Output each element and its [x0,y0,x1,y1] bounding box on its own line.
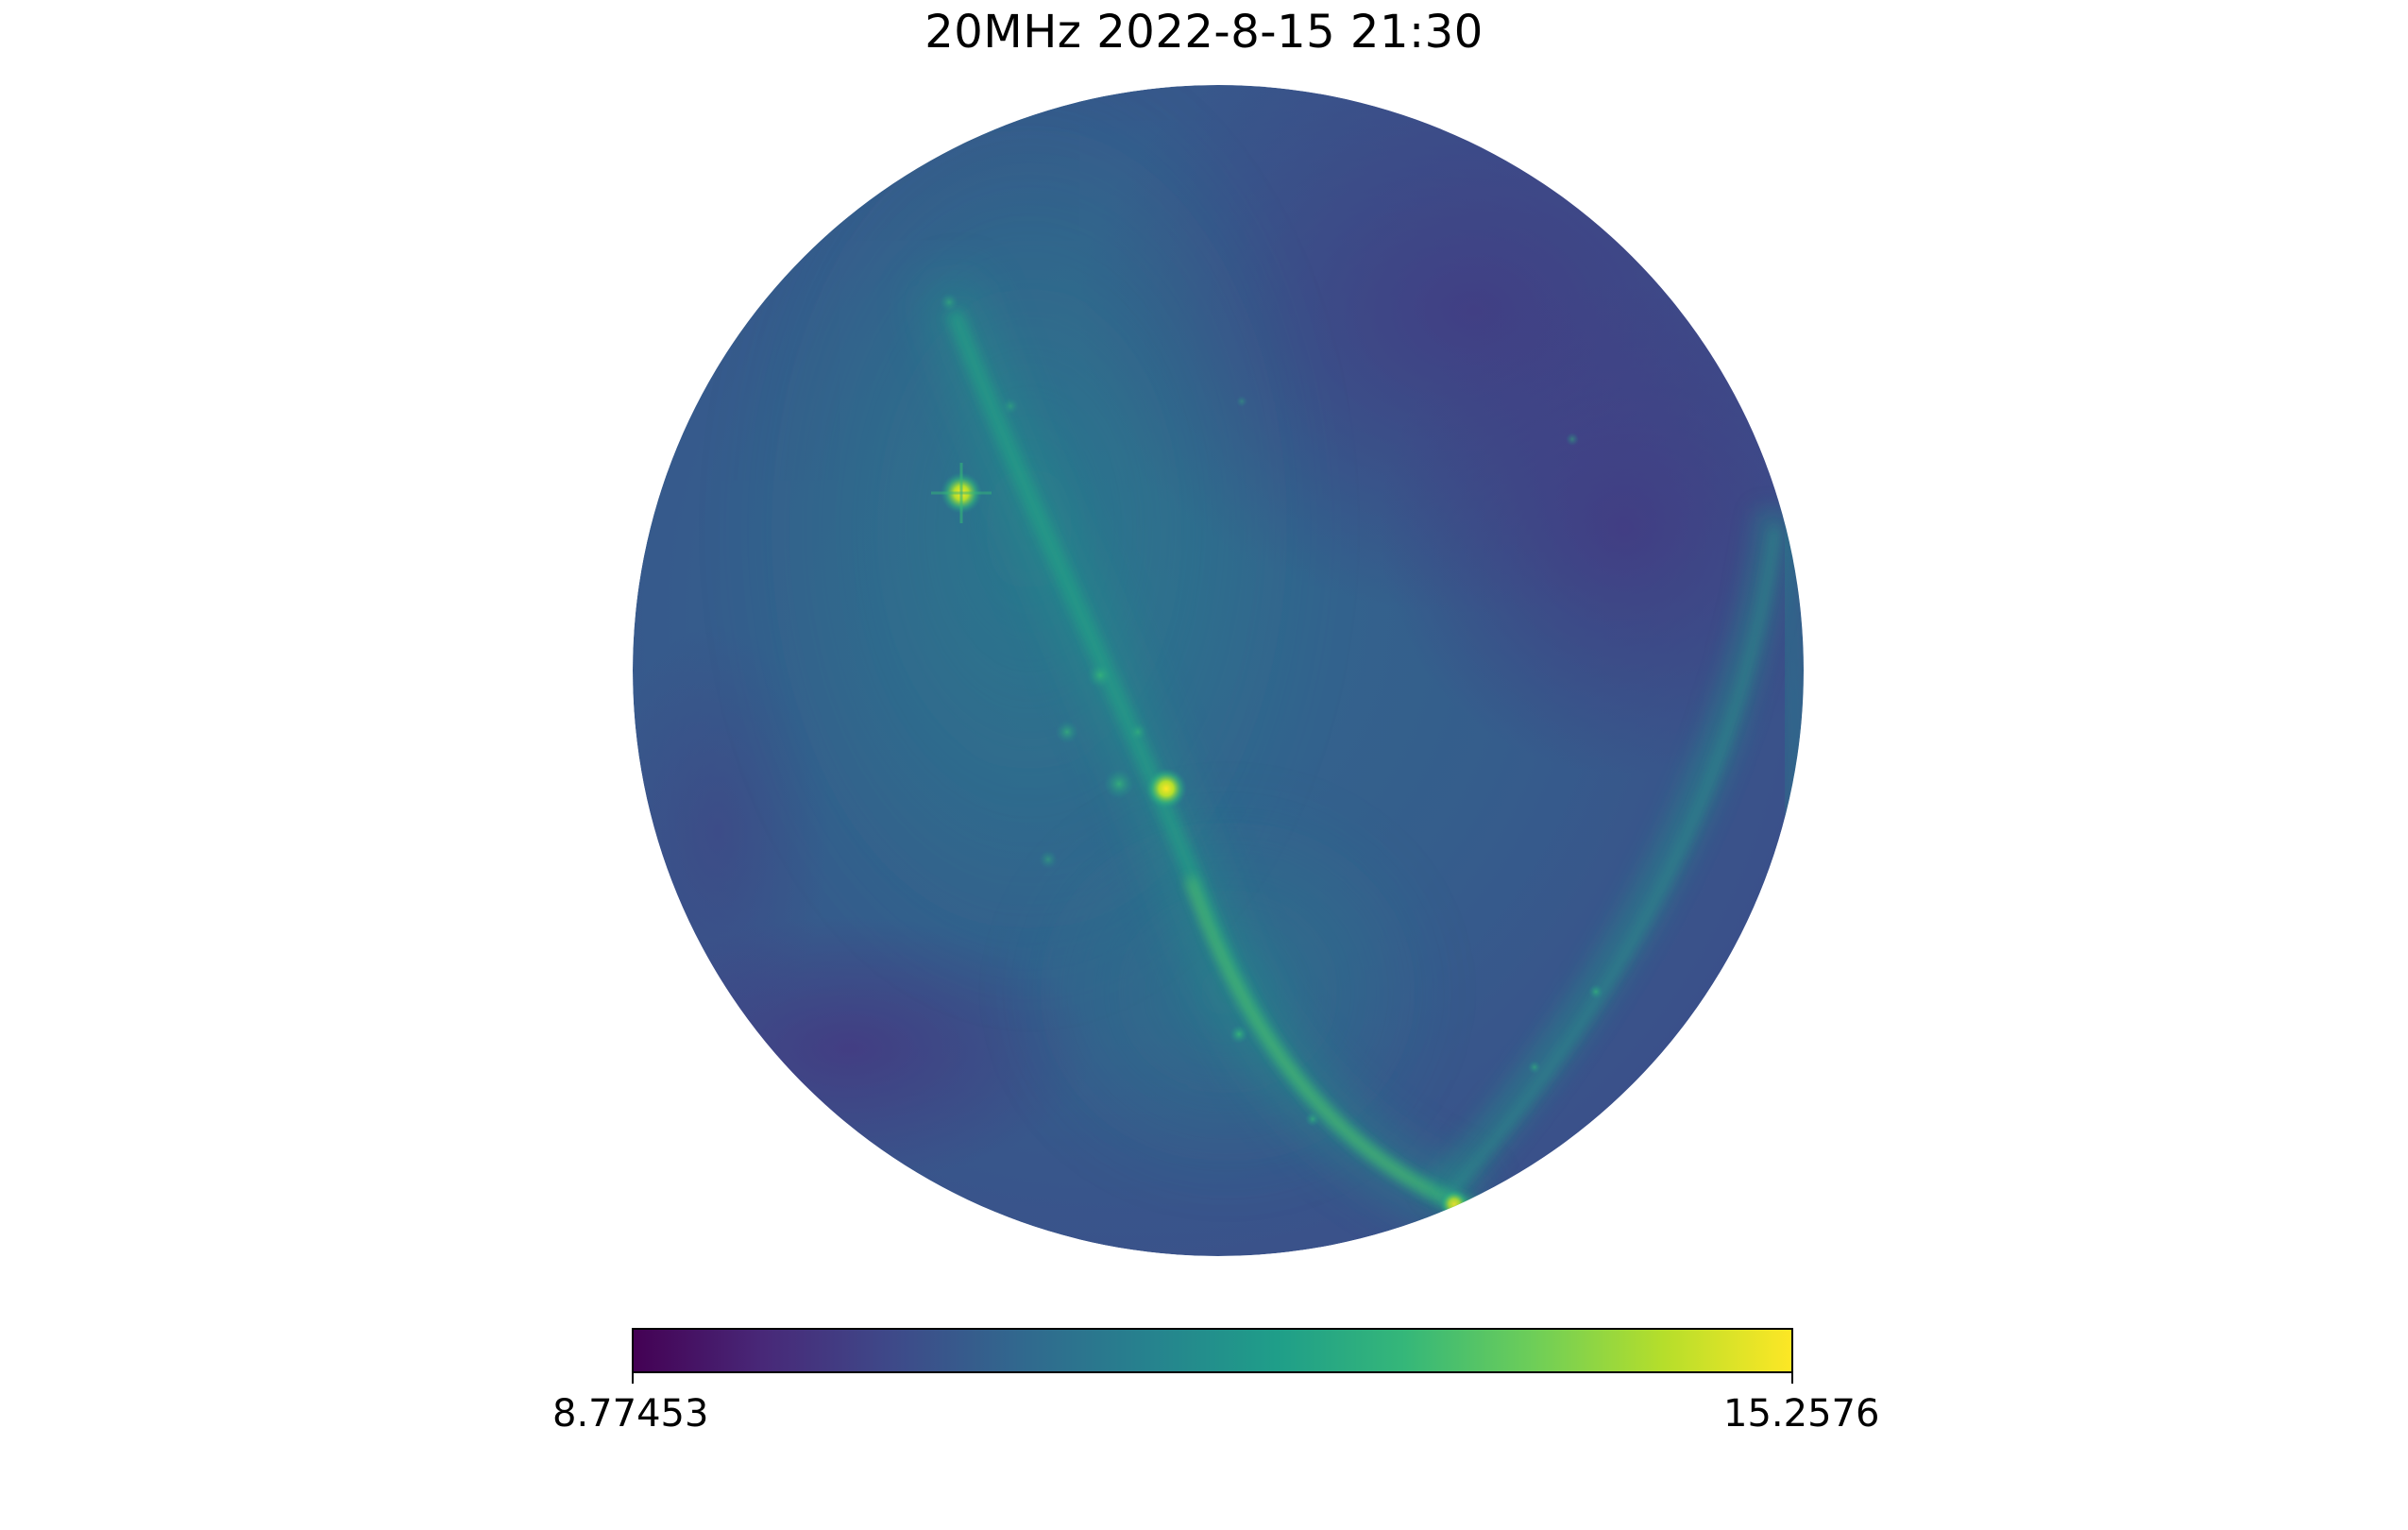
sky-disk [633,85,1804,1256]
colorbar-min-label: 8.77453 [552,1392,709,1436]
emission-knot [940,293,958,312]
bright-radio-source-2 [1145,768,1187,809]
emission-knot [1002,398,1019,415]
emission-knot [1128,722,1147,741]
galactic-plane-ridge [1186,876,1475,1213]
emission-knot [1566,433,1579,446]
emission-knot [1305,1112,1320,1127]
colorbar-min-tick [632,1373,634,1384]
emission-knot [1039,850,1058,869]
colorbar [632,1328,1793,1373]
colorbar-max-label: 15.2576 [1723,1392,1880,1436]
eastern-arc-ridge [1437,528,1779,1207]
emission-knot [1104,769,1134,799]
emission-knot [1588,984,1603,999]
emission-knot [1528,1061,1541,1074]
emission-knot [1087,662,1113,688]
sky-map [633,85,1804,1256]
figure-title: 20MHz 2022-8-15 21:30 [924,6,1484,59]
colorbar-max-tick [1791,1373,1793,1384]
bright-plane-end [1439,1189,1469,1219]
edge-band-east [1775,528,1804,851]
emission-knot [1229,1025,1248,1044]
emission-knot [1056,721,1078,743]
emission-knot [1236,396,1247,407]
